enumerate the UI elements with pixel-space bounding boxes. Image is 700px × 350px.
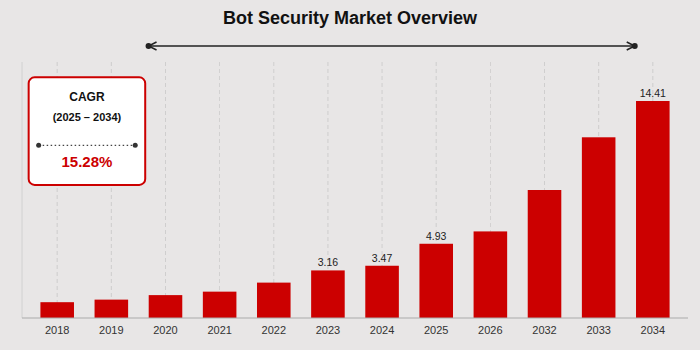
grid-line: [273, 62, 274, 318]
background: [0, 0, 700, 350]
x-tick-label: 2019: [99, 324, 123, 336]
grid: [57, 62, 653, 318]
x-tick-label: 2034: [641, 324, 665, 336]
data-label: 14.41: [640, 87, 666, 99]
chart-container: Bot Security Market Overview 2018 2019 2020…: [0, 0, 700, 350]
bar: [203, 292, 237, 318]
x-tick-label: 2025: [424, 324, 448, 336]
data-label: 3.47: [372, 252, 393, 264]
grid-line: [219, 62, 220, 318]
x-tick-label: 2020: [153, 324, 177, 336]
data-labels: 3.16 3.47 4.93 14.41: [318, 87, 666, 268]
y-axis-line: [22, 62, 23, 318]
x-tick-label: 2023: [316, 324, 340, 336]
chart-svg: Bot Security Market Overview 2018 2019 2020…: [0, 0, 700, 350]
bar: [149, 295, 183, 318]
annotation: CAGR: [69, 90, 105, 104]
arrow-dot: [632, 43, 638, 49]
bar: [311, 270, 345, 318]
x-tick-label: 2024: [370, 324, 394, 336]
bar: [636, 101, 670, 318]
x-axis-line: [22, 318, 688, 319]
bar: [419, 244, 453, 318]
x-tick-label: 2032: [532, 324, 556, 336]
annotation: 15.28%: [61, 153, 112, 170]
x-tick-label: 2033: [586, 324, 610, 336]
bar: [474, 231, 508, 318]
cagr-box: CAGR (2025 – 2034) 15.28%: [29, 77, 146, 185]
decor-dot: [36, 143, 41, 148]
grid-line: [165, 62, 166, 318]
x-tick-label: 2021: [207, 324, 231, 336]
arrow-line: [149, 45, 635, 47]
x-tick-label: 2022: [262, 324, 286, 336]
x-tick-label: 2026: [478, 324, 502, 336]
annotation-box: [29, 77, 146, 185]
bar: [40, 302, 74, 318]
bar: [582, 137, 616, 318]
data-label: 4.93: [426, 230, 447, 242]
x-axis: 2018 2019 2020 2021 2022 2023 2024 2025 2026 2032…: [45, 324, 665, 336]
x-tick-label: 2018: [45, 324, 69, 336]
top-arrow: [146, 42, 638, 50]
arrow-dot: [146, 43, 152, 49]
bar: [257, 283, 291, 318]
bar: [528, 190, 562, 318]
decor-line: [39, 145, 136, 146]
data-label: 3.16: [318, 256, 339, 268]
bar: [95, 300, 129, 318]
decor-dot: [133, 143, 138, 148]
chart-title: Bot Security Market Overview: [223, 8, 478, 28]
annotation: (2025 – 2034): [53, 111, 122, 123]
bar: [365, 266, 399, 318]
